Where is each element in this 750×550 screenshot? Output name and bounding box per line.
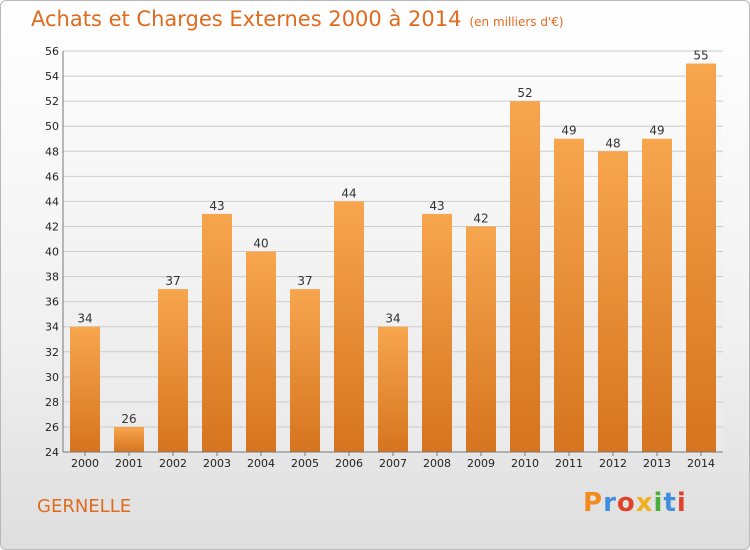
bar-2009 bbox=[466, 226, 496, 452]
bar-2013 bbox=[642, 138, 672, 452]
y-tick-label: 30 bbox=[45, 371, 59, 384]
x-tick-label: 2012 bbox=[599, 457, 627, 470]
logo-letter: x bbox=[635, 488, 654, 518]
bar-2002 bbox=[158, 289, 188, 452]
place-name: GERNELLE bbox=[37, 496, 132, 517]
y-tick-label: 54 bbox=[45, 70, 59, 83]
y-tick-label: 44 bbox=[45, 195, 59, 208]
bars: 34 26 37 43 40 37 44 34 43 42 52 49 48 49 55 bbox=[70, 49, 716, 452]
x-tick-label: 2007 bbox=[379, 457, 407, 470]
bar-2008 bbox=[422, 213, 452, 452]
bar-value-label: 44 bbox=[341, 186, 356, 200]
logo-letter: P bbox=[583, 488, 604, 518]
bar-2000 bbox=[70, 326, 100, 452]
x-axis: 2000 2001 2002 2003 2004 2005 2006 2007 2008 2009… bbox=[71, 452, 715, 470]
x-tick-label: 2010 bbox=[511, 457, 539, 470]
bar-2004 bbox=[246, 251, 276, 452]
bar-2003 bbox=[202, 213, 232, 452]
proxiti-logo: Proxiti bbox=[583, 488, 687, 518]
logo-letter: i bbox=[676, 488, 687, 518]
y-tick-label: 48 bbox=[45, 145, 59, 158]
y-tick-label: 42 bbox=[45, 220, 59, 233]
bar-value-label: 37 bbox=[297, 274, 312, 288]
bar-value-label: 49 bbox=[649, 124, 664, 138]
bar-value-label: 43 bbox=[429, 199, 444, 213]
x-tick-label: 2009 bbox=[467, 457, 495, 470]
bar-value-label: 34 bbox=[77, 312, 92, 326]
x-tick-label: 2008 bbox=[423, 457, 451, 470]
logo-letter: i bbox=[653, 488, 664, 518]
y-tick-label: 28 bbox=[45, 396, 59, 409]
bar-2010 bbox=[510, 101, 540, 452]
y-tick-label: 52 bbox=[45, 95, 59, 108]
y-tick-label: 46 bbox=[45, 170, 59, 183]
x-tick-label: 2002 bbox=[159, 457, 187, 470]
bar-2001 bbox=[114, 426, 144, 452]
chart-title: Achats et Charges Externes 2000 à 2014 (e… bbox=[31, 7, 564, 31]
bar-value-label: 34 bbox=[385, 312, 400, 326]
bar-value-label: 49 bbox=[561, 124, 576, 138]
y-tick-label: 50 bbox=[45, 120, 59, 133]
x-tick-label: 2006 bbox=[335, 457, 363, 470]
x-tick-label: 2001 bbox=[115, 457, 143, 470]
logo-letter: r bbox=[603, 488, 617, 518]
bar-value-label: 37 bbox=[165, 274, 180, 288]
bar-2012 bbox=[598, 151, 628, 452]
x-tick-label: 2011 bbox=[555, 457, 583, 470]
bar-2014 bbox=[686, 63, 716, 452]
y-tick-label: 36 bbox=[45, 296, 59, 309]
y-tick-label: 32 bbox=[45, 346, 59, 359]
bar-value-label: 42 bbox=[473, 211, 488, 225]
logo-letter: t bbox=[663, 488, 677, 518]
x-tick-label: 2004 bbox=[247, 457, 275, 470]
bar-value-label: 26 bbox=[121, 412, 136, 426]
bar-value-label: 40 bbox=[253, 237, 268, 251]
bar-value-label: 48 bbox=[605, 136, 620, 150]
x-tick-label: 2000 bbox=[71, 457, 99, 470]
y-tick-label: 26 bbox=[45, 421, 59, 434]
x-tick-label: 2014 bbox=[687, 457, 715, 470]
bar-2007 bbox=[378, 326, 408, 452]
bar-2005 bbox=[290, 289, 320, 452]
y-axis: 24 26 28 30 32 34 36 38 40 42 44 46 48 50 52 54 56 bbox=[45, 45, 59, 459]
bar-value-label: 55 bbox=[693, 49, 708, 63]
bar-value-label: 43 bbox=[209, 199, 224, 213]
bar-2011 bbox=[554, 138, 584, 452]
x-tick-label: 2005 bbox=[291, 457, 319, 470]
y-tick-label: 40 bbox=[45, 246, 59, 259]
x-tick-label: 2013 bbox=[643, 457, 671, 470]
bar-value-label: 52 bbox=[517, 86, 532, 100]
y-tick-label: 38 bbox=[45, 271, 59, 284]
x-tick-label: 2003 bbox=[203, 457, 231, 470]
chart-subtitle: (en milliers d'€) bbox=[469, 15, 564, 29]
y-tick-label: 24 bbox=[45, 446, 59, 459]
logo-letter: o bbox=[616, 488, 636, 518]
y-tick-label: 34 bbox=[45, 321, 59, 334]
bar-2006 bbox=[334, 201, 364, 452]
y-tick-label: 56 bbox=[45, 45, 59, 58]
